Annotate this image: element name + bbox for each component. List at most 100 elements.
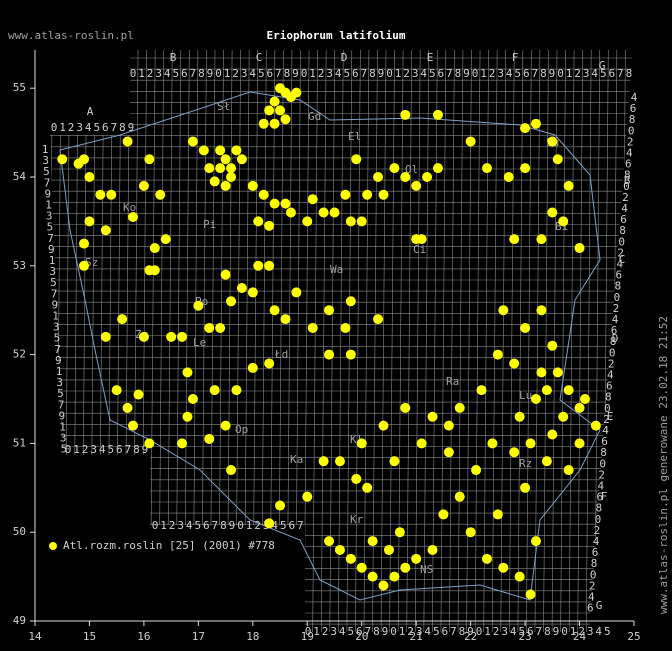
occurrence-dot bbox=[84, 171, 95, 182]
grid-digit: 2 bbox=[489, 67, 496, 80]
occurrence-dot bbox=[530, 536, 541, 547]
grid-digit: 4 bbox=[339, 625, 346, 638]
occurrence-dot bbox=[95, 189, 106, 200]
occurrence-dot bbox=[356, 216, 367, 227]
occurrence-dot bbox=[307, 194, 318, 205]
grid-digit: 1 bbox=[56, 365, 63, 378]
occurrence-dot bbox=[443, 447, 454, 458]
occurrence-dot bbox=[541, 385, 552, 396]
occurrence-dot bbox=[264, 518, 275, 529]
occurrence-dot bbox=[57, 154, 68, 165]
occurrence-dot bbox=[155, 189, 166, 200]
occurrence-dot bbox=[138, 331, 149, 342]
grid-line bbox=[380, 50, 387, 632]
grid-digit: 7 bbox=[58, 398, 65, 411]
region-label: Ko bbox=[123, 201, 136, 214]
occurrence-dot bbox=[226, 171, 237, 182]
region-label: Le bbox=[193, 336, 206, 349]
occurrence-dot bbox=[530, 393, 541, 404]
occurrence-dot bbox=[422, 171, 433, 182]
occurrence-dot bbox=[209, 385, 220, 396]
grid-digit: 6 bbox=[203, 519, 210, 532]
occurrence-dot bbox=[79, 260, 90, 271]
grid-digit: 3 bbox=[416, 625, 423, 638]
grid-line bbox=[620, 50, 626, 632]
occurrence-dot bbox=[226, 465, 237, 476]
grid-line bbox=[568, 50, 575, 632]
grid-digit: 8 bbox=[629, 113, 636, 126]
occurrence-dot bbox=[389, 163, 400, 174]
region-label: El bbox=[348, 130, 361, 143]
grid-line bbox=[414, 50, 421, 632]
grid-digit: 2 bbox=[589, 579, 596, 592]
grid-digit: 9 bbox=[382, 625, 389, 638]
occurrence-dot bbox=[465, 527, 476, 538]
grid-digit: 5 bbox=[107, 443, 114, 456]
grid-digit: 2 bbox=[603, 413, 610, 426]
grid-digit: 0 bbox=[65, 443, 72, 456]
site-url: www.atlas-roslin.pl bbox=[8, 29, 134, 42]
grid-digit: 8 bbox=[624, 169, 631, 182]
grid-digit: 1 bbox=[484, 625, 491, 638]
x-tick-label: 25 bbox=[627, 630, 640, 643]
x-tick-label: 16 bbox=[137, 630, 150, 643]
occurrence-dot bbox=[520, 163, 531, 174]
occurrence-dot bbox=[275, 105, 286, 116]
grid-digit: 1 bbox=[45, 199, 52, 212]
occurrence-dot bbox=[144, 265, 155, 276]
occurrence-dot bbox=[231, 385, 242, 396]
occurrence-dot bbox=[498, 305, 509, 316]
grid-digit: 2 bbox=[578, 625, 585, 638]
grid-digit: 6 bbox=[523, 67, 530, 80]
grid-digit: 9 bbox=[142, 443, 149, 456]
region-label: Kr bbox=[350, 513, 364, 526]
grid-digit: 9 bbox=[549, 67, 556, 80]
grid-line bbox=[449, 50, 455, 632]
occurrence-dot bbox=[536, 367, 547, 378]
occurrence-dot bbox=[411, 180, 422, 191]
occurrence-dot bbox=[389, 456, 400, 467]
grid-digit: 8 bbox=[220, 519, 227, 532]
occurrence-dot bbox=[481, 163, 492, 174]
grid-line bbox=[303, 50, 310, 632]
grid-digit: 3 bbox=[587, 625, 594, 638]
grid-digit: 4 bbox=[597, 480, 604, 493]
occurrence-dot bbox=[400, 402, 411, 413]
grid-digit: 8 bbox=[544, 625, 551, 638]
grid-digit: 8 bbox=[284, 67, 291, 80]
occurrence-dot bbox=[133, 389, 144, 400]
occurrence-dot bbox=[280, 198, 291, 209]
occurrence-dot bbox=[514, 411, 525, 422]
occurrence-dot bbox=[269, 198, 280, 209]
occurrence-dot bbox=[536, 305, 547, 316]
grid-digit: 2 bbox=[318, 67, 325, 80]
y-tick-label: 50 bbox=[13, 525, 26, 538]
occurrence-dot bbox=[193, 300, 204, 311]
grid-digit: 3 bbox=[60, 432, 67, 445]
grid-digit: 9 bbox=[55, 354, 62, 367]
grid-digit: 1 bbox=[309, 67, 316, 80]
occurrence-dot bbox=[209, 176, 220, 187]
grid-digit: 5 bbox=[600, 67, 607, 80]
grid-digit: 1 bbox=[59, 121, 66, 134]
grid-line bbox=[466, 50, 472, 632]
grid-digit: 7 bbox=[44, 176, 51, 189]
occurrence-dot bbox=[590, 420, 601, 431]
occurrence-dot bbox=[345, 216, 356, 227]
grid-digit: 2 bbox=[147, 67, 154, 80]
grid-digit: 1 bbox=[160, 519, 167, 532]
column-letter: E bbox=[427, 51, 434, 64]
grid-digit: 7 bbox=[51, 287, 58, 300]
grid-digit: 1 bbox=[73, 443, 80, 456]
grid-digit: 8 bbox=[369, 67, 376, 80]
grid-line bbox=[491, 50, 498, 632]
occurrence-dot bbox=[264, 220, 275, 231]
grid-line bbox=[286, 50, 293, 632]
grid-digit: 1 bbox=[42, 143, 49, 156]
grid-digit: 5 bbox=[50, 276, 57, 289]
grid-digit: 8 bbox=[610, 335, 617, 348]
grid-digit: 0 bbox=[561, 625, 568, 638]
grid-line bbox=[320, 50, 327, 632]
grid-digit: 8 bbox=[133, 443, 140, 456]
occurrence-dot bbox=[307, 322, 318, 333]
